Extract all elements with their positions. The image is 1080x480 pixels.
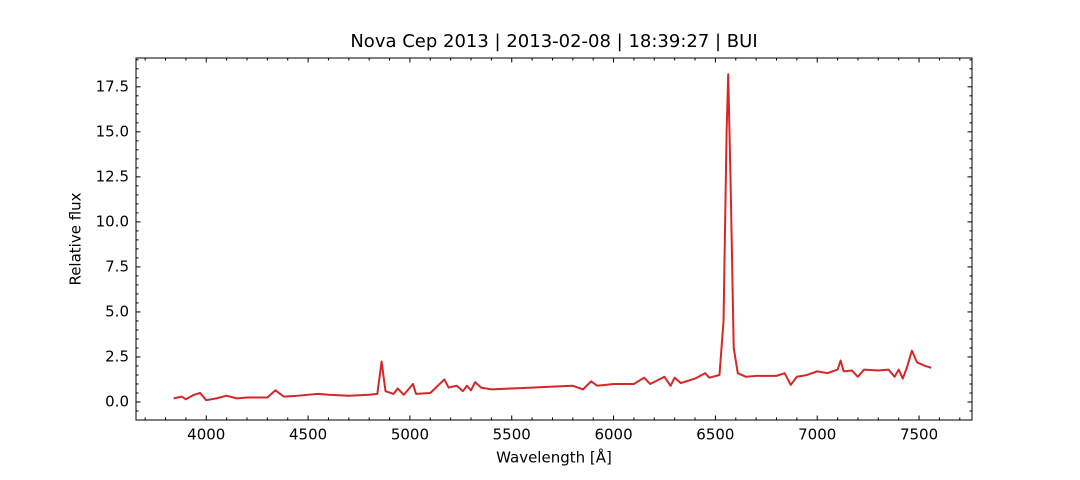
x-tick-label: 5500 <box>493 426 531 444</box>
spectrum-line <box>173 73 932 402</box>
x-tick-label: 4500 <box>289 426 327 444</box>
x-tick-label: 5000 <box>391 426 429 444</box>
y-tick-label: 2.5 <box>105 347 129 365</box>
y-tick-label: 10.0 <box>96 212 129 230</box>
y-tick-label: 5.0 <box>105 302 129 320</box>
y-axis-label: Relative flux <box>67 192 85 285</box>
y-tick-label: 15.0 <box>96 122 129 140</box>
x-tick-label: 4000 <box>187 426 225 444</box>
y-tick-label: 7.5 <box>105 257 129 275</box>
y-tick-label: 12.5 <box>96 167 129 185</box>
plot-frame <box>135 57 973 421</box>
x-tick-label: 7000 <box>798 426 836 444</box>
x-tick-label: 6000 <box>594 426 632 444</box>
chart-title: Nova Cep 2013 | 2013-02-08 | 18:39:27 | … <box>350 31 757 52</box>
x-axis-label: Wavelength [Å] <box>496 448 612 467</box>
x-tick-label: 7500 <box>900 426 938 444</box>
x-tick-label: 6500 <box>696 426 734 444</box>
y-tick-label: 0.0 <box>105 392 129 410</box>
y-tick-label: 17.5 <box>96 77 129 95</box>
